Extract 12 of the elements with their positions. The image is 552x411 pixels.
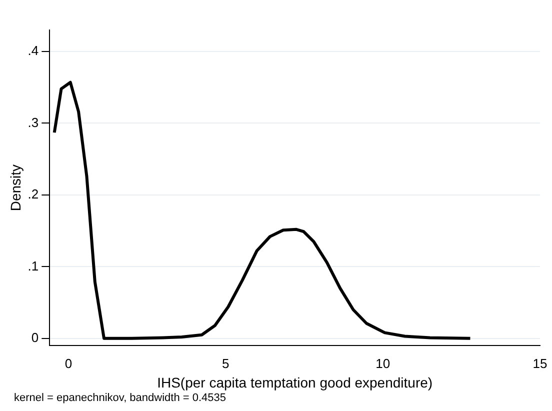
y-axis-title: Density <box>7 164 24 212</box>
text: kernel = epanechnikov, bandwidth = 0.4535 <box>14 392 228 404</box>
x-tick-label: 5 <box>222 356 230 371</box>
y-tick-label: .2 <box>28 186 39 202</box>
x-tick-label: 0 <box>64 356 72 371</box>
y-tick-label: 0 <box>31 330 39 346</box>
y-tick-label: .1 <box>28 258 39 274</box>
x-axis-title: IHS(per capita temptation good expenditure) <box>157 374 433 390</box>
x-tick-label: 10 <box>376 356 390 371</box>
y-tick-label: .4 <box>28 43 39 58</box>
y-tick-label: .3 <box>28 114 39 130</box>
x-tick-label: 15 <box>532 356 548 371</box>
